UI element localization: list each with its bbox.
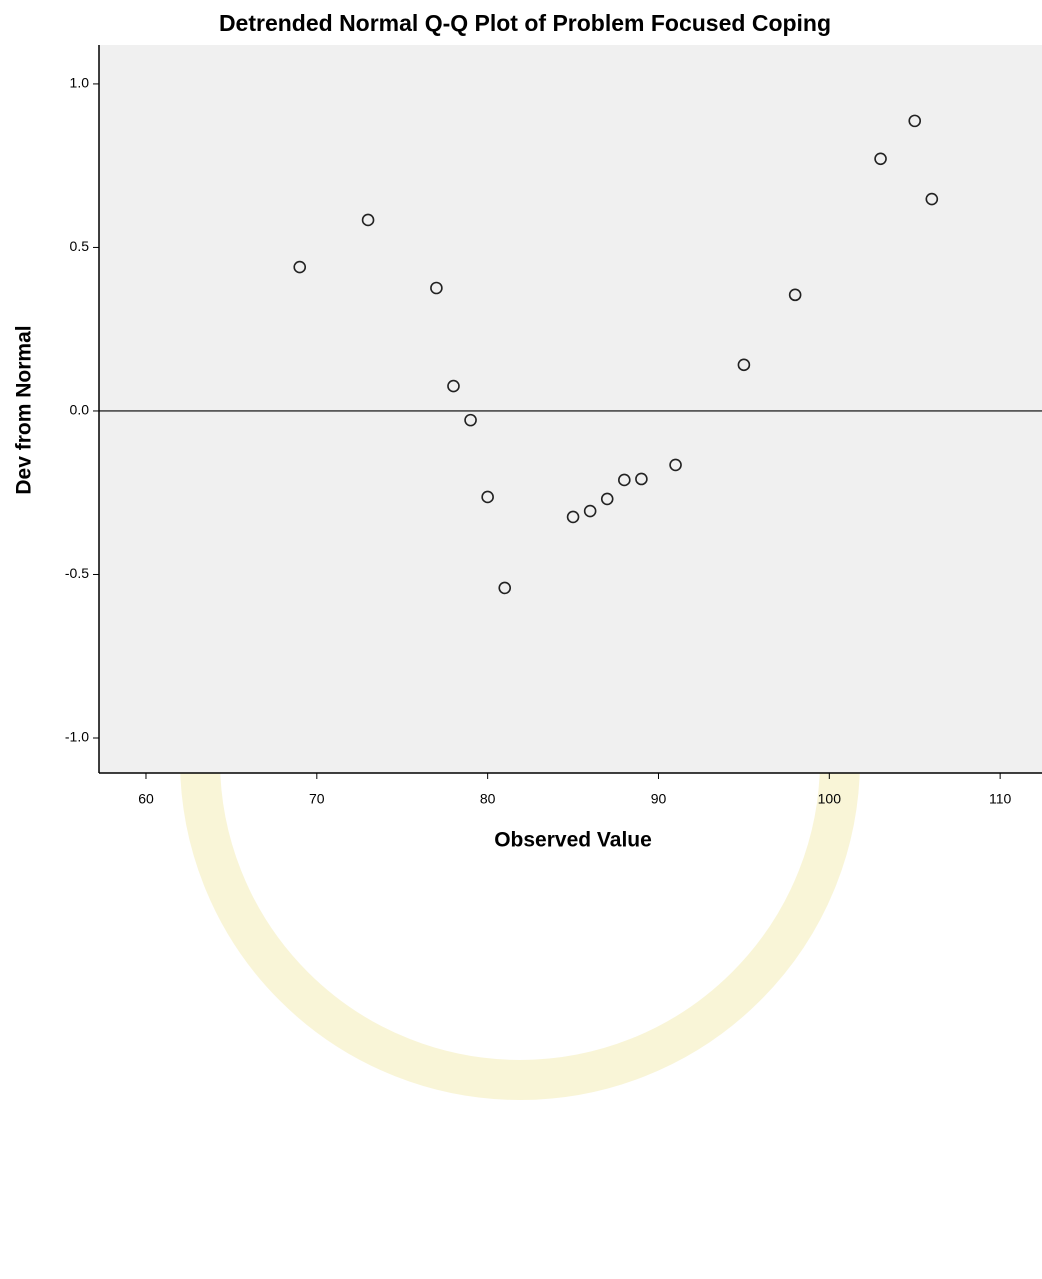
- point: [908, 114, 922, 128]
- x-tick-label: 60: [138, 791, 154, 807]
- point: [788, 288, 802, 302]
- x-tick-label: 110: [989, 791, 1012, 807]
- y-tick-label: 0.5: [70, 238, 90, 254]
- point: [925, 192, 939, 206]
- plot-area: [99, 45, 1042, 773]
- y-tick-label: -0.5: [65, 565, 89, 581]
- x-tick-label: 90: [651, 791, 667, 807]
- y-tick-label: 0.0: [70, 402, 90, 418]
- point: [293, 260, 307, 274]
- y-tick-label: 1.0: [70, 75, 90, 91]
- point: [498, 581, 512, 595]
- chart-title: Detrended Normal Q-Q Plot of Problem Foc…: [219, 10, 831, 36]
- point: [618, 473, 631, 487]
- point: [361, 213, 375, 227]
- x-tick-label: 70: [309, 791, 325, 807]
- point: [874, 152, 887, 166]
- point: [583, 504, 597, 518]
- point: [430, 281, 443, 295]
- x-tick-label: 80: [480, 791, 496, 807]
- x-axis-label: Observed Value: [494, 829, 652, 852]
- y-tick-label: -1.0: [65, 729, 89, 745]
- point: [669, 458, 682, 472]
- y-axis-label: Dev from Normal: [13, 325, 36, 494]
- point: [737, 358, 751, 372]
- point: [600, 492, 614, 506]
- point: [481, 490, 494, 504]
- point: [447, 379, 460, 393]
- point: [464, 413, 477, 427]
- point: [635, 472, 648, 486]
- x-tick-label: 100: [818, 791, 842, 807]
- point: [566, 510, 580, 524]
